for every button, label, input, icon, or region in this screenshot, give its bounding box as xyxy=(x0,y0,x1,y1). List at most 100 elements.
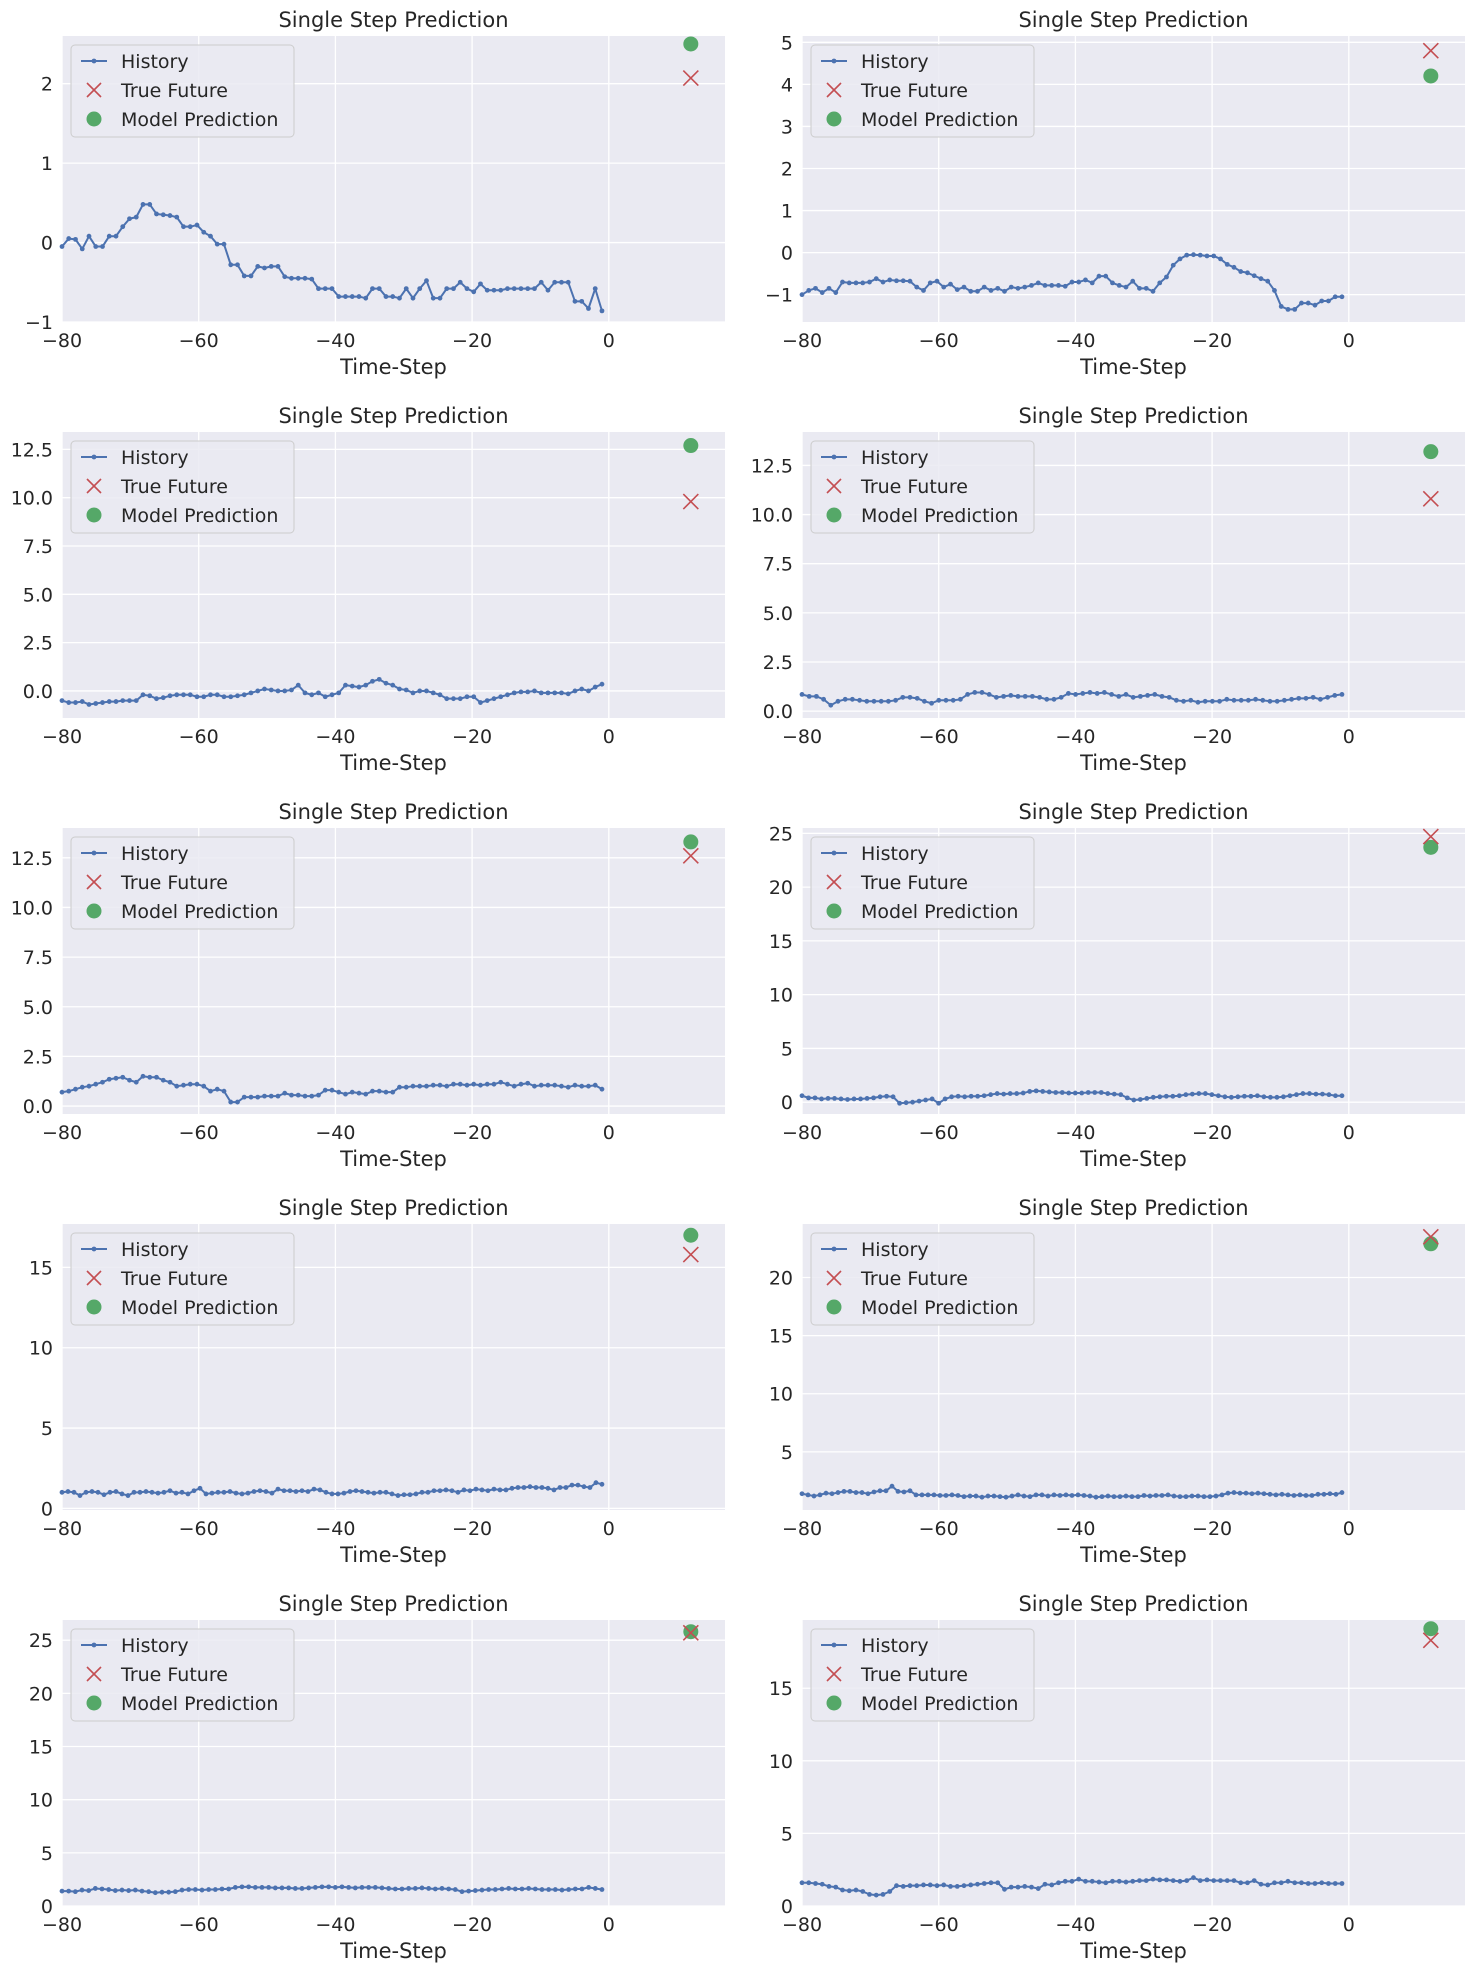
history-point xyxy=(1235,1094,1241,1100)
history-point xyxy=(981,1093,987,1099)
history-point xyxy=(1201,1494,1207,1500)
history-point xyxy=(1215,1093,1221,1099)
history-point xyxy=(1267,698,1273,704)
y-tick-label: 5.0 xyxy=(23,584,53,606)
history-point xyxy=(833,1884,839,1890)
history-point xyxy=(910,1099,915,1105)
history-point xyxy=(511,690,517,696)
history-point xyxy=(1081,1493,1087,1498)
history-point xyxy=(485,1488,491,1494)
history-point xyxy=(1014,1091,1020,1096)
history-point xyxy=(1123,1493,1129,1499)
history-point xyxy=(1224,261,1230,267)
history-point xyxy=(1076,279,1082,285)
history-point xyxy=(125,1493,131,1498)
history-point xyxy=(1049,283,1055,288)
history-point xyxy=(437,295,443,301)
history-point xyxy=(1109,692,1114,697)
history-point xyxy=(439,1886,445,1891)
legend: History True Future Model Prediction xyxy=(70,440,295,534)
history-point xyxy=(545,690,551,696)
history-point xyxy=(1015,285,1021,291)
history-point xyxy=(1105,1091,1111,1096)
history-point xyxy=(1320,1091,1325,1097)
history-point xyxy=(518,286,524,292)
history-point xyxy=(1183,1092,1189,1098)
x-tick-label: −80 xyxy=(42,330,82,352)
history-point xyxy=(988,288,994,293)
history-point xyxy=(515,1485,521,1490)
history-point xyxy=(232,1884,238,1890)
history-point xyxy=(1164,1877,1169,1883)
history-point xyxy=(799,1491,805,1497)
history-point xyxy=(208,233,213,239)
legend-model-prediction-swatch xyxy=(826,507,842,523)
history-point xyxy=(894,278,899,284)
history-point xyxy=(1123,284,1129,290)
history-point xyxy=(907,694,913,700)
history-point xyxy=(417,688,423,694)
history-point xyxy=(430,690,436,696)
history-point xyxy=(936,1100,942,1106)
history-point xyxy=(900,694,906,700)
history-point xyxy=(155,1490,161,1496)
history-point xyxy=(1211,253,1217,259)
history-point xyxy=(991,1493,997,1499)
history-point xyxy=(66,1888,72,1894)
history-point xyxy=(1297,1492,1303,1498)
true-future-point xyxy=(682,1624,699,1641)
x-tick-label: −80 xyxy=(42,1518,82,1540)
history-point xyxy=(1110,1878,1115,1884)
history-point xyxy=(889,1483,895,1489)
history-point xyxy=(1307,1091,1312,1096)
history-point xyxy=(120,698,126,704)
history-point xyxy=(181,692,186,698)
history-point xyxy=(1089,1878,1095,1884)
history-point xyxy=(127,1077,132,1083)
history-point xyxy=(1035,280,1041,286)
history-point xyxy=(466,1888,472,1894)
chart-panel-3: −80 −60 −40 −20 0 0.0 2.5 5.0 7.5 10.0 12.5 Single … xyxy=(11,404,725,775)
history-point xyxy=(1287,1093,1293,1099)
history-point xyxy=(1303,1493,1309,1498)
history-point xyxy=(349,1089,355,1095)
history-point xyxy=(1040,1089,1046,1094)
history-point xyxy=(799,1093,805,1099)
history-point xyxy=(799,292,805,298)
history-point xyxy=(1116,1878,1122,1884)
history-point xyxy=(1059,1090,1065,1095)
model-prediction-point xyxy=(1423,839,1439,855)
history-point xyxy=(1150,288,1156,294)
history-point xyxy=(259,1884,265,1890)
history-point xyxy=(66,1088,72,1094)
history-point xyxy=(132,1887,138,1893)
history-point xyxy=(532,1886,538,1892)
y-tick-label: 15 xyxy=(769,1326,793,1348)
history-point xyxy=(1241,1093,1247,1099)
history-point xyxy=(147,693,153,699)
history-point xyxy=(1096,1879,1102,1885)
history-point xyxy=(410,1083,416,1089)
legend-true-future-swatch xyxy=(86,1270,102,1286)
history-point xyxy=(257,1488,263,1494)
history-point xyxy=(884,1093,889,1099)
history-line xyxy=(62,1885,603,1894)
history-point xyxy=(1096,273,1102,279)
history-point xyxy=(968,288,974,294)
history-point xyxy=(1145,692,1150,698)
history-point xyxy=(73,700,78,705)
history-point xyxy=(1027,1089,1033,1094)
x-tick-label: −60 xyxy=(919,1518,959,1540)
history-point xyxy=(191,1488,197,1494)
x-axis-label: Time-Step xyxy=(1079,751,1187,775)
history-point xyxy=(890,1094,896,1100)
history-point xyxy=(322,286,328,292)
history-point xyxy=(1129,1494,1135,1500)
history-point xyxy=(376,676,382,682)
legend: History True Future Model Prediction xyxy=(810,1232,1035,1326)
history-point xyxy=(197,1485,203,1491)
history-point xyxy=(1147,1493,1153,1499)
history-point xyxy=(312,1884,318,1890)
history-point xyxy=(1317,696,1323,702)
true-future-point xyxy=(682,847,699,864)
